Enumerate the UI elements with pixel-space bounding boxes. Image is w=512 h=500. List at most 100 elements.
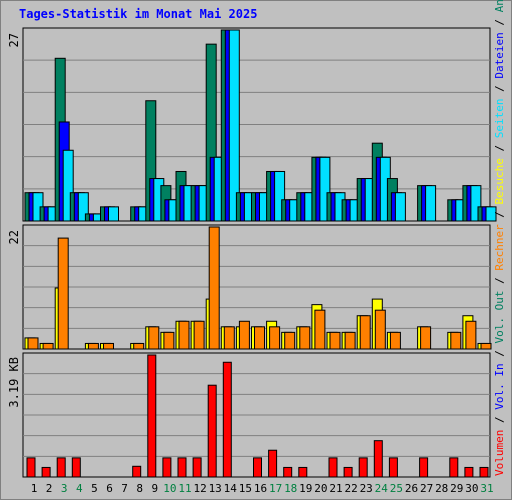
bar-volumen-day-13 (207, 384, 217, 478)
x-tick-label-day-23: 23 (360, 482, 373, 495)
legend-separator: / (493, 344, 506, 364)
bar-rechner-day-19 (299, 326, 311, 350)
bar-volumen-day-29 (449, 457, 459, 478)
bar-rechner-day-22 (344, 331, 356, 350)
legend-separator: / (493, 204, 506, 224)
x-tick-label-day-25: 25 (390, 482, 403, 495)
legend-separator: / (493, 79, 506, 99)
bar-volumen-day-27 (419, 457, 429, 478)
legend-separator: / (493, 410, 506, 430)
bar-volumen-day-17 (268, 449, 278, 478)
legend-item-dateien: Dateien (493, 32, 506, 78)
bar-volumen-day-25 (388, 457, 398, 478)
x-tick-label-day-2: 2 (46, 482, 53, 495)
x-tick-label-day-1: 1 (31, 482, 38, 495)
bar-rechner-day-3 (57, 237, 69, 350)
x-tick-label-day-28: 28 (435, 482, 448, 495)
bar-rechner-day-8 (133, 342, 145, 350)
bar-rechner-day-10 (163, 331, 175, 350)
bar-volumen-day-31 (479, 466, 489, 478)
y-max-label-volume: 3.19 KB (7, 357, 21, 408)
bar-volumen-day-18 (283, 466, 293, 478)
bar-rechner-day-17 (269, 326, 281, 350)
x-tick-label-day-20: 20 (314, 482, 327, 495)
bar-seiten-day-14 (228, 29, 240, 222)
x-tick-label-day-24: 24 (375, 482, 389, 495)
bar-seiten-day-20 (319, 156, 331, 222)
bar-rechner-day-20 (314, 309, 326, 350)
bar-seiten-day-4 (77, 192, 89, 222)
bar-volumen-day-21 (328, 457, 338, 478)
bar-volumen-day-12 (192, 457, 202, 478)
x-tick-label-day-17: 17 (269, 482, 282, 495)
bar-rechner-day-25 (389, 331, 401, 350)
x-tick-label-day-29: 29 (450, 482, 463, 495)
bar-volumen-day-30 (464, 466, 474, 478)
x-tick-label-day-26: 26 (405, 482, 418, 495)
bar-volumen-day-9 (147, 354, 157, 478)
bar-rechner-day-31 (480, 342, 492, 350)
bar-volumen-day-24 (373, 440, 383, 478)
bar-seiten-day-17 (274, 170, 286, 222)
bar-rechner-day-27 (420, 326, 432, 350)
x-tick-label-day-19: 19 (299, 482, 312, 495)
bar-seiten-day-3 (62, 149, 74, 222)
y-max-label-visits-sites: 22 (7, 230, 21, 244)
x-tick-label-day-7: 7 (121, 482, 128, 495)
x-tick-label-day-14: 14 (224, 482, 238, 495)
x-tick-label-day-13: 13 (209, 482, 222, 495)
bar-seiten-day-27 (425, 185, 437, 222)
x-tick-label-day-4: 4 (76, 482, 83, 495)
x-tick-label-day-9: 9 (151, 482, 158, 495)
bar-rechner-day-18 (284, 331, 296, 350)
x-tick-label-day-5: 5 (91, 482, 98, 495)
legend-item-volumen: Volumen (493, 430, 506, 476)
legend-item-anfragen: Anfragen (493, 0, 506, 12)
x-tick-label-day-16: 16 (254, 482, 267, 495)
legend-item-vol-in: Vol. In (493, 363, 506, 409)
bar-rechner-day-16 (254, 326, 265, 350)
bar-rechner-day-15 (238, 320, 250, 350)
legend-separator: / (493, 138, 506, 158)
x-tick-label-day-31: 31 (480, 482, 493, 495)
bar-rechner-day-13 (208, 226, 220, 350)
bar-volumen-day-14 (222, 361, 232, 478)
bar-seiten-day-30 (470, 185, 482, 222)
x-tick-label-day-3: 3 (61, 482, 68, 495)
x-tick-label-day-15: 15 (239, 482, 252, 495)
x-tick-label-day-18: 18 (284, 482, 297, 495)
x-tick-label-day-27: 27 (420, 482, 433, 495)
bar-rechner-day-21 (329, 331, 341, 350)
bar-rechner-day-5 (87, 342, 99, 350)
legend-item-rechner: Rechner (493, 224, 506, 271)
bar-volumen-day-11 (177, 457, 187, 478)
bar-seiten-day-31 (485, 206, 497, 222)
bar-volumen-day-16 (253, 457, 262, 478)
x-tick-label-day-11: 11 (178, 482, 191, 495)
bar-volumen-day-1 (26, 457, 36, 478)
chart-title: Tages-Statistik im Monat Mai 2025 (19, 7, 258, 21)
x-tick-label-day-21: 21 (329, 482, 342, 495)
bar-rechner-day-23 (359, 315, 371, 350)
bar-volumen-day-4 (71, 457, 81, 478)
bar-rechner-day-11 (178, 320, 190, 350)
bar-rechner-day-1 (27, 337, 39, 350)
bar-rechner-day-24 (374, 309, 386, 350)
bar-volumen-day-10 (162, 457, 172, 478)
bar-rechner-day-9 (148, 326, 160, 350)
bar-rechner-day-29 (450, 331, 462, 350)
bar-volumen-day-8 (132, 465, 142, 478)
x-tick-label-day-6: 6 (106, 482, 113, 495)
bar-volumen-day-3 (56, 457, 66, 478)
bar-rechner-day-2 (42, 342, 54, 350)
bar-rechner-day-6 (103, 342, 114, 350)
x-tick-label-day-22: 22 (344, 482, 357, 495)
bar-rechner-day-12 (193, 320, 205, 350)
legend-item-seiten: Seiten (493, 98, 506, 138)
legend-separator: / (493, 12, 506, 32)
x-tick-label-day-10: 10 (163, 482, 176, 495)
legend-item-besuche: Besuche (493, 158, 506, 204)
legend: Volumen / Vol. In / Vol. Out / Rechner /… (493, 0, 506, 476)
bar-seiten-day-25 (394, 192, 406, 222)
